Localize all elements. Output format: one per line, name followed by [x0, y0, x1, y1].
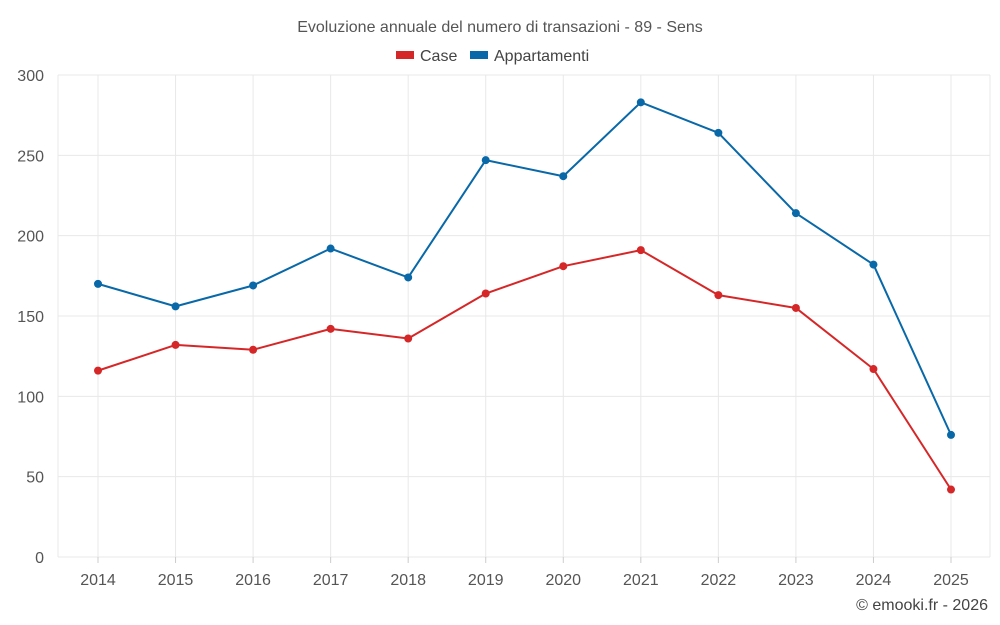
horizontal-grid [58, 74, 990, 558]
data-point[interactable] [791, 209, 800, 218]
data-point[interactable] [559, 262, 568, 271]
legend-label: Case [420, 48, 457, 65]
series-line [97, 249, 952, 491]
x-tick-label: 2019 [468, 572, 504, 589]
chart-title: Evoluzione annuale del numero di transaz… [297, 19, 703, 36]
data-point[interactable] [171, 340, 180, 349]
y-tick-label: 0 [35, 550, 44, 567]
data-point[interactable] [869, 260, 878, 269]
x-tick-label: 2015 [158, 572, 194, 589]
legend-swatch [396, 51, 414, 59]
series-case [94, 246, 955, 494]
data-point[interactable] [481, 156, 490, 165]
credit-text: © emooki.fr - 2026 [856, 597, 988, 614]
x-axis-ticks: 2014 2015 2016 2017 2018 2019 2020 2021 2022 2023… [80, 557, 969, 589]
data-point[interactable] [869, 365, 878, 374]
legend-label: Appartamenti [494, 48, 589, 65]
x-tick-label: 2023 [778, 572, 814, 589]
x-tick-label: 2016 [235, 572, 271, 589]
legend[interactable]: Case Appartamenti [396, 48, 589, 65]
data-point[interactable] [94, 279, 102, 288]
x-tick-label: 2018 [390, 572, 426, 589]
legend-swatch [470, 51, 488, 59]
y-tick-label: 300 [17, 68, 44, 85]
y-axis-ticks: 0 50 100 150 200 250 300 [17, 68, 44, 567]
data-point[interactable] [714, 128, 723, 137]
x-tick-label: 2021 [623, 572, 659, 589]
y-tick-label: 200 [17, 229, 44, 246]
y-tick-label: 50 [26, 470, 44, 487]
legend-item-appartamenti[interactable]: Appartamenti [470, 48, 589, 65]
data-point[interactable] [481, 289, 490, 298]
data-point[interactable] [94, 366, 102, 375]
x-tick-label: 2020 [545, 572, 581, 589]
data-point[interactable] [404, 273, 413, 282]
series-line [97, 101, 952, 436]
x-tick-label: 2017 [313, 572, 349, 589]
data-point[interactable] [326, 324, 335, 333]
data-point[interactable] [947, 430, 955, 439]
data-point[interactable] [404, 334, 413, 343]
series-layer [94, 98, 955, 494]
y-tick-label: 150 [17, 309, 44, 326]
y-tick-label: 100 [17, 389, 44, 406]
data-point[interactable] [249, 345, 258, 354]
x-tick-label: 2022 [701, 572, 737, 589]
x-tick-label: 2014 [80, 572, 116, 589]
data-point[interactable] [791, 303, 800, 312]
y-tick-label: 250 [17, 148, 44, 165]
data-point[interactable] [636, 98, 645, 107]
data-point[interactable] [171, 302, 180, 311]
data-point[interactable] [714, 291, 723, 300]
data-point[interactable] [249, 281, 258, 290]
data-point[interactable] [559, 172, 568, 181]
series-appartamenti [94, 98, 955, 439]
data-point[interactable] [636, 246, 645, 255]
legend-item-case[interactable]: Case [396, 48, 457, 65]
x-tick-label: 2024 [856, 572, 892, 589]
x-tick-label: 2025 [933, 572, 969, 589]
data-point[interactable] [326, 244, 335, 253]
data-point[interactable] [947, 485, 955, 494]
